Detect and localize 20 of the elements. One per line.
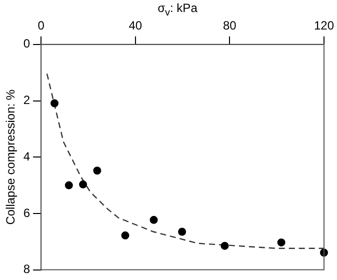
point (93, 166, 102, 175)
y-axis-title: Collapse compression: % (4, 89, 18, 225)
y-tick-label: 8 (23, 262, 30, 276)
point (50, 99, 59, 108)
y-tick-label: 2 (23, 93, 30, 108)
point (64, 181, 73, 190)
y-tick-label: 4 (23, 149, 30, 164)
y-tick-label: 0 (23, 36, 30, 51)
point (79, 180, 88, 188)
point (220, 242, 229, 250)
x-tick-label: 120 (314, 18, 334, 33)
y-tick-label: 6 (23, 206, 30, 220)
point (150, 216, 158, 224)
point (277, 238, 286, 246)
x-axis-title: σ$_{v}$: kPa (156, 1, 198, 18)
point (121, 231, 130, 240)
x-tick-label: 40 (128, 18, 142, 33)
point (178, 228, 186, 236)
x-tick-label: 0 (38, 18, 45, 33)
x-tick-label: 80 (223, 18, 237, 33)
